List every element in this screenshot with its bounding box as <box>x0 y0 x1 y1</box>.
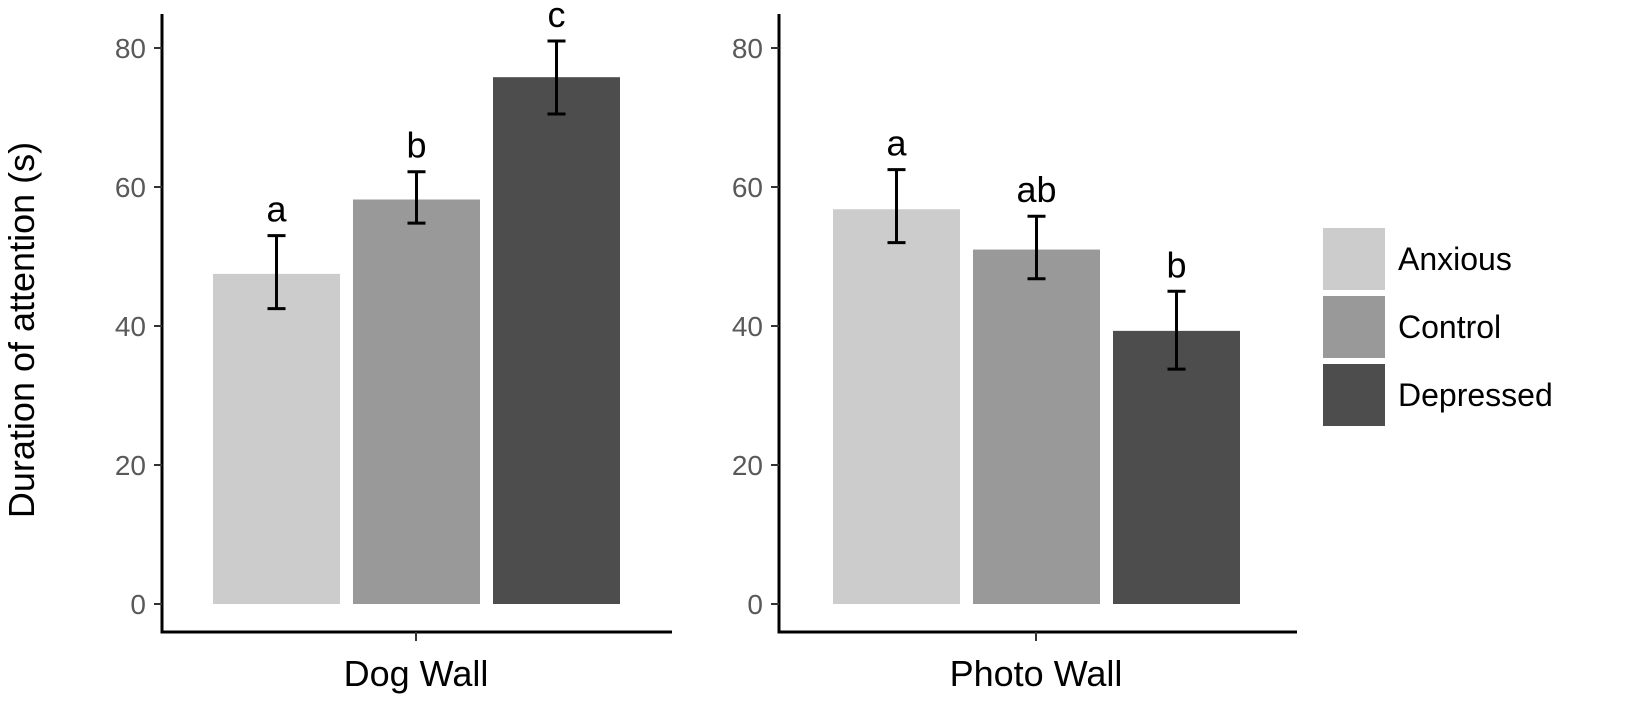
x-axis-label: Photo Wall <box>950 653 1123 694</box>
significance-label: a <box>266 189 287 230</box>
legend-swatch-anxious <box>1323 228 1385 290</box>
bar-anxious <box>213 273 340 604</box>
significance-label: ab <box>1016 169 1056 210</box>
bar-control <box>973 249 1100 605</box>
significance-label: b <box>406 125 426 166</box>
y-tick-label: 60 <box>732 172 763 203</box>
y-tick-label: 40 <box>732 311 763 342</box>
y-axis-title: Duration of attention (s) <box>1 142 42 518</box>
y-tick-label: 20 <box>115 450 146 481</box>
panel-1: a b c 0 20 40 60 80 Dog Wall <box>115 0 672 694</box>
x-axis-label: Dog Wall <box>344 653 489 694</box>
significance-label: b <box>1166 244 1186 285</box>
legend: Anxious Control Depressed <box>1323 228 1553 426</box>
bar-anxious <box>833 209 960 605</box>
panel-2: a ab b 0 20 40 60 80 Photo Wall <box>732 14 1297 694</box>
y-tick-label: 40 <box>115 311 146 342</box>
y-tick-label: 0 <box>747 589 763 620</box>
legend-swatch-control <box>1323 296 1385 358</box>
y-tick-label: 20 <box>732 450 763 481</box>
legend-label-depressed: Depressed <box>1398 377 1553 413</box>
y-tick-label: 60 <box>115 172 146 203</box>
significance-label: c <box>548 0 566 35</box>
legend-swatch-depressed <box>1323 364 1385 426</box>
y-tick-label: 0 <box>130 589 146 620</box>
y-tick-label: 80 <box>115 33 146 64</box>
significance-label: a <box>886 123 907 164</box>
bar-control <box>353 199 480 604</box>
legend-label-anxious: Anxious <box>1398 241 1512 277</box>
legend-label-control: Control <box>1398 309 1501 345</box>
bar-depressed <box>1113 330 1240 604</box>
y-tick-label: 80 <box>732 33 763 64</box>
bar-depressed <box>493 77 620 604</box>
